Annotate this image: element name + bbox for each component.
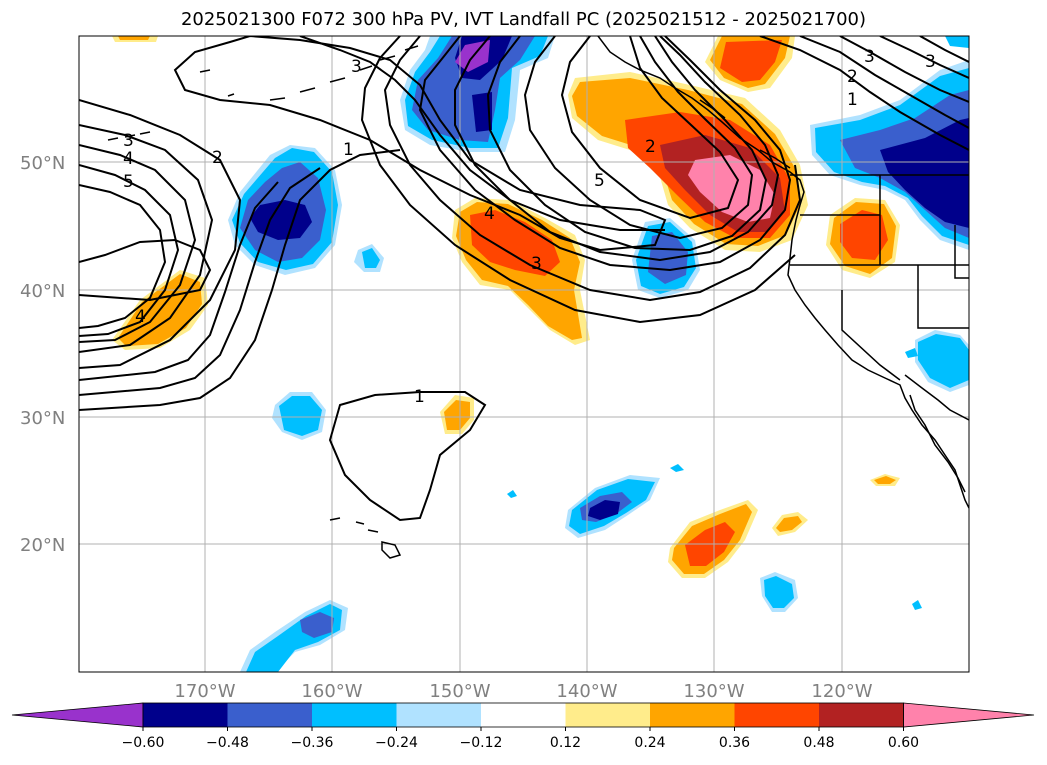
- latitude-labels: 50°N 40°N 30°N 20°N: [20, 153, 65, 556]
- colorbar-segment: [734, 703, 820, 727]
- contour-label: 3: [531, 254, 542, 274]
- contour-label: 4: [123, 149, 134, 169]
- contour-label: 4: [135, 307, 146, 327]
- colorbar-segment: [565, 703, 651, 727]
- colorbar-extend-low: [11, 702, 144, 728]
- coastlines: [107, 36, 969, 559]
- contour-label: 2: [645, 137, 656, 157]
- colorbar-tick-label: 0.24: [634, 735, 665, 751]
- colorbar-segment: [481, 703, 566, 727]
- map-frame: [78, 35, 970, 673]
- longitude-labels: 170°W 160°W 150°W 140°W 130°W 120°W: [174, 681, 872, 702]
- colorbar-segment: [819, 703, 904, 727]
- ivt-contours: [79, 36, 969, 522]
- lon-label: 150°W: [429, 681, 490, 702]
- colorbar-tick-label: 0.60: [888, 735, 919, 751]
- contour-labels: 3 4 5 2 1 3 2 5 4 3 1 4 3 2 1 3: [123, 47, 936, 407]
- colorbar-segment: [143, 703, 228, 727]
- contour-label: 2: [847, 67, 858, 87]
- contour-label: 1: [847, 90, 858, 110]
- colorbar-tick-label: −0.24: [375, 735, 418, 751]
- colorbar-extend-high: [903, 702, 1035, 728]
- lon-label: 130°W: [683, 681, 744, 702]
- lon-label: 140°W: [556, 681, 617, 702]
- colorbar-tick-label: −0.60: [122, 735, 165, 751]
- colorbar-tick-label: −0.12: [460, 735, 503, 751]
- contour-label: 3: [123, 131, 134, 151]
- contour-label: 3: [925, 52, 936, 72]
- lon-label: 120°W: [811, 681, 872, 702]
- contour-label: 1: [414, 387, 425, 407]
- lat-label: 30°N: [20, 408, 65, 429]
- gridlines: [79, 36, 969, 672]
- contour-label: 5: [594, 171, 605, 191]
- lat-label: 40°N: [20, 281, 65, 302]
- contour-label: 4: [484, 204, 495, 224]
- colorbar-segment: [650, 703, 735, 727]
- contour-label: 2: [212, 148, 223, 168]
- contour-label: 3: [864, 47, 875, 67]
- contour-label: 3: [351, 57, 362, 77]
- colorbar-tick-label: 0.36: [719, 735, 750, 751]
- colorbar-tick-label: −0.36: [291, 735, 334, 751]
- lat-label: 50°N: [20, 153, 65, 174]
- contour-label: 1: [343, 140, 354, 160]
- lon-label: 170°W: [174, 681, 235, 702]
- colorbar-tick-label: 0.48: [803, 735, 834, 751]
- colorbar: −0.60 −0.48 −0.36 −0.24 −0.12 0.12 0.24 0.36 0.4…: [11, 702, 1035, 751]
- colorbar-tick-label: −0.48: [206, 735, 249, 751]
- lon-label: 160°W: [301, 681, 362, 702]
- colorbar-segment: [396, 703, 482, 727]
- contour-label: 5: [123, 172, 134, 192]
- colorbar-frame: [142, 702, 904, 728]
- colorbar-segment: [312, 703, 397, 727]
- colorbar-tick-label: 0.12: [550, 735, 581, 751]
- colorbar-segment: [227, 703, 313, 727]
- map-content: 3 4 5 2 1 3 2 5 4 3 1 4 3 2 1 3: [79, 36, 969, 672]
- lat-label: 20°N: [20, 535, 65, 556]
- map-title: 2025021300 F072 300 hPa PV, IVT Landfall…: [180, 9, 867, 30]
